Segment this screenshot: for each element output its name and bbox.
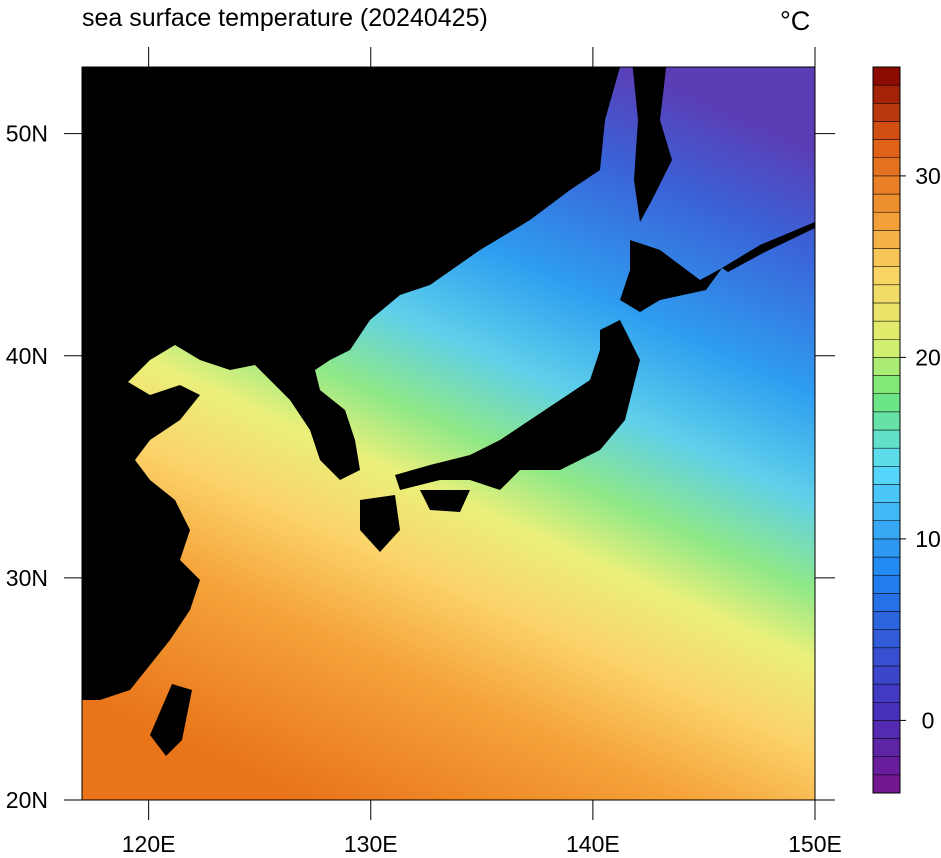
colorbar-box [872,593,901,612]
kuril-islands [722,222,815,272]
colorbar-box [872,502,901,522]
colorbar-tick-label: 0 [922,707,935,733]
colorbar-tick-label: 30 [915,163,941,189]
y-tick-label: 20N [6,787,48,813]
colorbar-box [872,375,901,394]
colorbar-box [872,429,901,449]
colorbar-box [872,538,901,558]
kyushu [360,495,400,552]
shikoku [420,490,470,512]
colorbar-box [872,466,901,485]
x-tick-label: 140E [566,831,620,857]
colorbar-box [872,756,901,776]
colorbar-box [872,665,901,685]
colorbar-box [872,738,901,757]
colorbar-box [872,556,901,576]
colorbar-box [872,484,901,503]
colorbar-box [872,629,901,649]
colorbar-box [872,139,901,159]
colorbar-box [872,702,901,721]
colorbar-box [872,647,901,667]
colorbar-box [872,84,901,104]
honshu [395,320,640,490]
colorbar-tick-label: 20 [915,344,941,370]
colorbar-box [872,574,901,594]
colorbar-box [872,302,901,322]
colorbar-box [872,720,901,739]
colorbar-box [872,447,901,467]
y-tick-label: 30N [6,565,48,591]
colorbar-box [872,248,901,267]
x-tick-label: 120E [122,831,176,857]
colorbar-box [872,284,901,304]
land [82,67,815,756]
plot-frame [81,66,816,801]
colorbar-box [872,157,901,177]
colorbar-box [872,339,901,358]
colorbar-box [872,357,901,376]
y-tick-label: 50N [6,121,48,147]
colorbar-box [872,121,901,140]
hokkaido [620,240,722,312]
colorbar-box [872,66,901,86]
colorbar-box [872,774,901,794]
mainland [82,67,621,700]
colorbar-box [872,520,901,540]
colorbar-tick-label: 10 [915,526,941,552]
colorbar-box [872,611,901,630]
colorbar-frame [872,66,901,794]
colorbar-box [872,103,901,122]
x-tick-label: 150E [788,831,842,857]
x-tick-label: 130E [344,831,398,857]
y-tick-label: 40N [6,343,48,369]
colorbar-box [872,193,901,213]
colorbar-box [872,175,901,195]
colorbar-box [872,683,901,703]
colorbar-box [872,230,901,249]
sakhalin [632,67,672,222]
colorbar: 0 10 20 30 [872,66,941,794]
colorbar-box [872,320,901,340]
axes: 120E 130E 140E 150E 20N 30N 40N 50N [6,47,842,857]
map-area [82,67,815,800]
colorbar-box [872,211,901,231]
taiwan [150,684,192,756]
unit-label: °C [780,6,810,36]
colorbar-box [872,266,901,286]
title: sea surface temperature (20240425) [82,4,488,32]
colorbar-box [872,393,901,413]
colorbar-box [872,411,901,431]
